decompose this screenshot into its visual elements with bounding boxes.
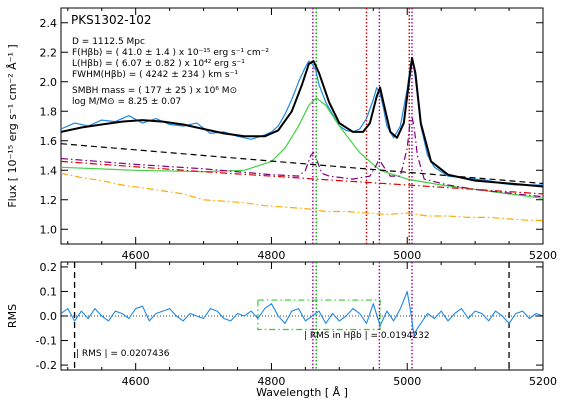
x-tick-label: 4800 [257, 249, 285, 262]
y-tick-label: 0.0 [40, 310, 58, 323]
annotation-line: D = 1112.5 Mpc [72, 37, 145, 47]
bottom-y-ticks: -0.2 -0.1 0.0 0.1 0.2 [36, 261, 543, 372]
y-tick-label: 0.1 [40, 285, 58, 298]
y-tick-label: 0.2 [40, 261, 58, 274]
series-residuals [61, 290, 543, 337]
top-y-ticks: 1.0 1.2 1.4 1.6 1.8 2.0 2.2 2.4 [40, 17, 543, 236]
y-tick-label: -0.2 [36, 359, 57, 372]
x-tick-label: 5000 [393, 375, 421, 388]
annotation-line: L(Hβb) = ( 6.07 ± 0.82 ) x 10⁴² erg s⁻¹ [72, 59, 245, 69]
top-reference-lines [312, 8, 413, 244]
y-tick-label: 2.4 [40, 17, 58, 30]
bottom-series-group [61, 290, 543, 337]
rms-total-label: | RMS | = 0.0207436 [76, 349, 170, 359]
y-tick-label: 2.2 [40, 46, 58, 59]
series-observed [61, 57, 543, 186]
y-tick-label: 1.6 [40, 135, 58, 148]
bottom-x-ticks: 4600 4800 5000 5200 [67, 262, 557, 388]
top-y-axis-label: Flux [ 10⁻¹⁵ erg s⁻¹ cm⁻² Å⁻¹ ] [6, 44, 19, 207]
rms-hbeta-label: | RMS in Hβb | = 0.0194232 [304, 331, 430, 341]
series-narrow-lines [61, 116, 543, 198]
series-broad-h- [61, 97, 543, 199]
x-tick-label: 4600 [122, 375, 150, 388]
x-tick-label: 5200 [529, 375, 557, 388]
annotation-line: SMBH mass = ( 177 ± 25 ) x 10⁶ M⊙ [72, 86, 237, 96]
top-plot-frame [60, 7, 544, 245]
series-model [61, 57, 543, 188]
top-x-ticks: 4600 4800 5000 5200 [67, 8, 557, 262]
top-series-group [61, 57, 543, 221]
x-tick-label: 4800 [257, 375, 285, 388]
chart-title: PKS1302-102 [71, 13, 152, 27]
hbeta-window-box [257, 299, 381, 331]
top-panel: 4600 4800 5000 5200 1.0 1.2 1.4 1.6 1.8 2.0 2.2 2.… [6, 7, 557, 262]
y-tick-label: 1.8 [40, 105, 58, 118]
y-tick-label: 2.0 [40, 76, 58, 89]
annotation-line: log M/M⊙ = 8.25 ± 0.07 [72, 97, 181, 107]
x-axis-label: Wavelength [ Å ] [256, 386, 348, 399]
bottom-y-axis-label: RMS [6, 304, 19, 328]
y-tick-label: 1.4 [40, 164, 58, 177]
series-host [61, 172, 543, 221]
annotation-line: FWHM(Hβb) = ( 4242 ± 234 ) km s⁻¹ [72, 70, 238, 80]
series-power-law [61, 143, 543, 185]
y-tick-label: 1.2 [40, 194, 58, 207]
bottom-panel: 4600 4800 5000 5200 -0.2 -0.1 0.0 0.1 0.2 | RMS… [6, 261, 557, 399]
series-feii [61, 160, 543, 195]
x-tick-label: 5000 [393, 249, 421, 262]
hbeta-window-rect [257, 299, 381, 331]
y-tick-label: 1.0 [40, 223, 58, 236]
x-tick-label: 4600 [122, 249, 150, 262]
x-tick-label: 5200 [529, 249, 557, 262]
y-tick-label: -0.1 [36, 335, 57, 348]
annotation-line: F(Hβb) = ( 41.0 ± 1.4 ) x 10⁻¹⁵ erg s⁻¹ … [72, 48, 269, 58]
